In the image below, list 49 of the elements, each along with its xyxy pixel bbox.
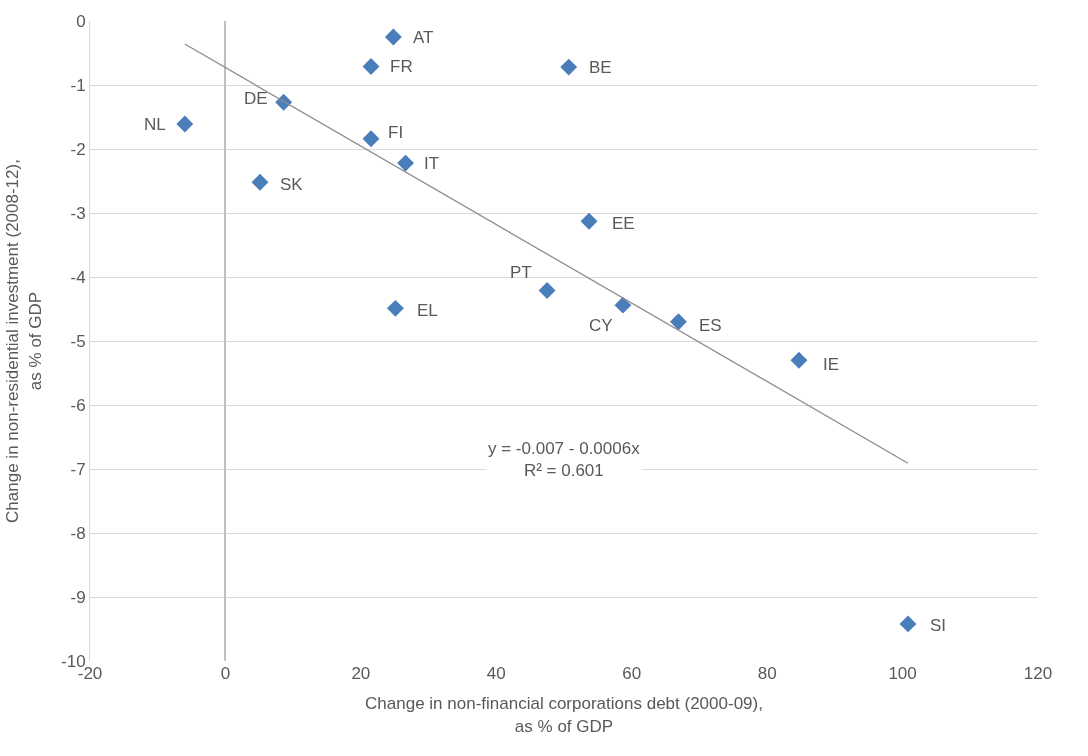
y-tick-label: -3 [70,203,86,223]
point [362,130,380,148]
point [614,296,632,314]
x-tick-label: 0 [220,664,231,683]
y-tick-label: -4 [70,267,86,287]
point [560,58,578,76]
annotation: BE [589,58,612,77]
x-tick-label: 120 [1023,664,1053,683]
annotation: y = -0.007 - 0.0006x R² = 0.601 [488,439,641,481]
y-tick-label: -8 [70,523,86,543]
y-tick-label: 0 [76,11,86,31]
x-axis-title: Change in non-financial corporations debt (2000-09), as % of GDP [365,694,763,736]
annotation: PT [510,263,532,282]
annotation: IT [424,154,440,173]
point [251,173,269,191]
annotation: FI [388,123,404,142]
annotation: NL [144,115,166,134]
point [386,299,404,317]
y-tick-label: -1 [70,75,86,95]
y-tick-label: -6 [70,395,86,415]
point [176,115,194,133]
x-tick-label: 80 [757,664,777,683]
x-tick-label: 100 [888,664,917,683]
annotation: SK [280,175,304,194]
point [397,154,414,172]
y-axis-title: Change in non-residential investment (2008-12), as % of GDP [3,159,45,523]
x-tick-label: 60 [622,664,642,683]
annotation: IE [823,355,840,374]
annotation: EL [417,301,438,320]
point [790,351,808,369]
point [899,615,917,633]
x-tick-label: 40 [486,664,506,683]
annotation: CY [589,316,613,335]
annotation: DE [244,89,268,108]
annotation: SI [930,616,947,635]
y-tick-label: -9 [70,587,86,607]
y-tick-label: -7 [70,459,86,479]
y-tick-label: -2 [70,139,86,159]
y-tick-label: -5 [70,331,86,351]
x-tick-label: 20 [351,664,371,683]
point [362,57,380,75]
annotation: FR [390,57,413,76]
point [384,28,402,46]
point [538,281,556,299]
point [669,313,687,331]
annotation: ES [699,316,722,335]
point [580,212,598,230]
annotation: EE [612,214,635,233]
annotation: AT [413,28,434,47]
